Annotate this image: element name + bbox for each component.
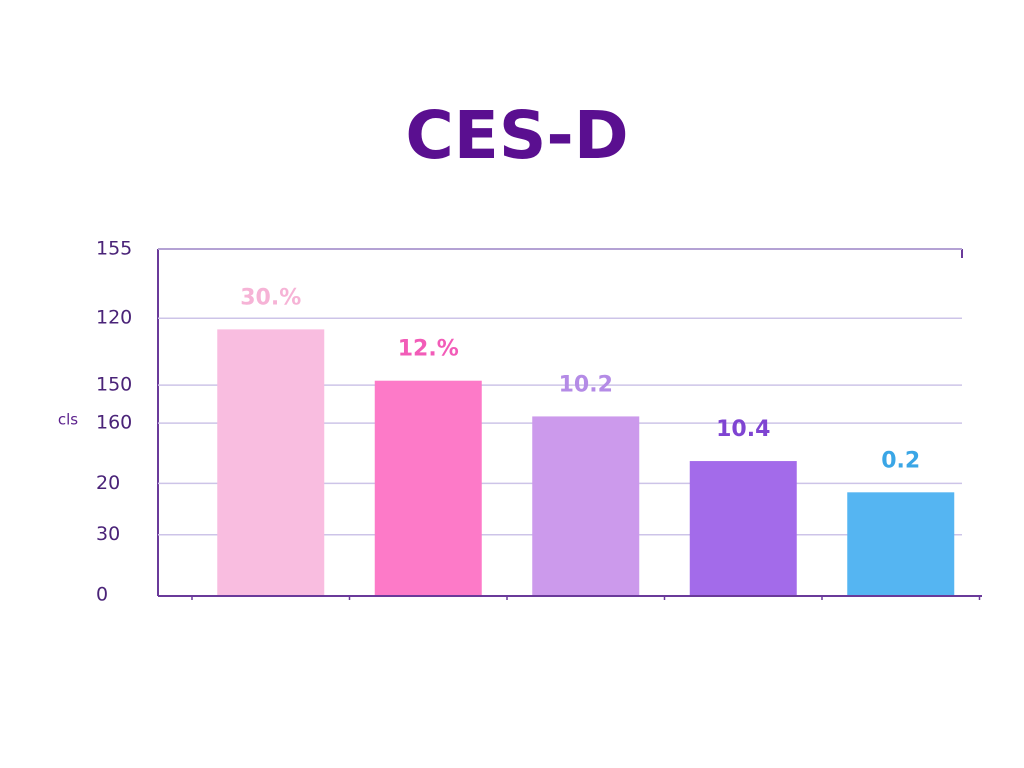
bar-annotation: 0.2 — [881, 448, 920, 473]
bar-annotation: 10.2 — [559, 372, 613, 397]
y-axis-label: cls — [58, 411, 78, 429]
y-tick-label: 0 — [96, 584, 108, 606]
y-tick-label: 30 — [96, 523, 120, 545]
bar — [532, 416, 640, 595]
y-tick-label: 160 — [96, 412, 132, 434]
bar — [217, 329, 325, 595]
y-tick-label: 20 — [96, 472, 120, 494]
chart-title: CES-D — [405, 97, 628, 174]
bar — [689, 461, 797, 595]
bar-annotation: 12.% — [398, 337, 459, 362]
bar — [374, 380, 482, 595]
bar — [847, 492, 955, 595]
plot-area: 155 120 150 160 20 30 0 30.% 12.% 10.2 10.4 0.2 — [96, 238, 981, 606]
bar-annotation: 10.4 — [716, 417, 770, 442]
bar-annotation: 30.% — [240, 285, 301, 310]
y-tick-label: 120 — [96, 307, 132, 329]
y-tick-label: 150 — [96, 374, 132, 396]
y-tick-label: 155 — [96, 238, 132, 260]
